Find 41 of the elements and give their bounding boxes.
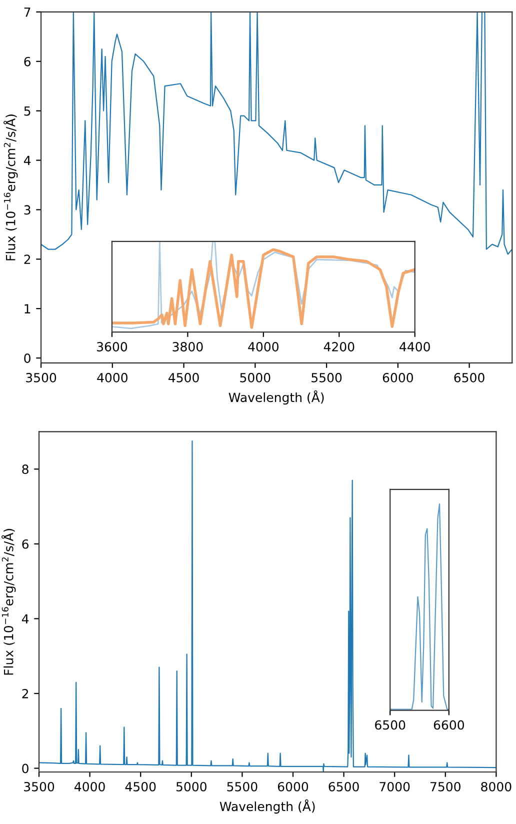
x-tick-label: 4000 (248, 342, 278, 352)
x-tick-label: 3500 (24, 782, 54, 792)
y-tick-label: 2 (22, 688, 28, 698)
x-tick-label: 3500 (26, 372, 56, 382)
x-tick-label: 6500 (454, 372, 484, 382)
x-tick-label: 4500 (168, 372, 199, 382)
x-tick-label: 8000 (481, 782, 512, 792)
x-tick-label: 6600 (434, 720, 464, 730)
x-tick-label: 3800 (172, 342, 203, 352)
x-axis-title: Wavelength (Å) (220, 799, 315, 814)
y-tick-label: 5 (24, 106, 30, 116)
x-tick-label: 4500 (125, 782, 156, 792)
x-tick-label: 6500 (328, 782, 359, 792)
y-tick-label: 3 (24, 205, 30, 215)
x-tick-label: 6000 (278, 782, 308, 792)
y-tick-label: 8 (22, 464, 28, 474)
x-tick-label: 6000 (382, 372, 413, 382)
y-tick-label: 6 (24, 56, 31, 66)
x-tick-label: 4000 (97, 372, 128, 382)
x-tick-label: 5000 (176, 782, 206, 792)
y-tick-label: 6 (22, 539, 28, 549)
x-tick-label: 7000 (380, 782, 410, 792)
x-tick-label: 5500 (312, 372, 342, 382)
x-tick-label: 3600 (97, 342, 128, 352)
x-tick-label: 7500 (430, 782, 460, 792)
x-tick-label: 5500 (227, 782, 258, 792)
x-tick-label: 4400 (400, 342, 430, 352)
x-tick-label: 4200 (324, 342, 354, 352)
x-tick-label: 5000 (240, 372, 270, 382)
y-tick-label: 0 (24, 354, 30, 363)
y-tick-label: 1 (24, 304, 30, 314)
y-tick-label: 0 (22, 764, 28, 774)
y-axis-title: Flux (10$^{−16}$erg/cm$^{2}$/s/Å) (2, 528, 16, 675)
y-tick-label: 2 (24, 254, 30, 264)
x-tick-label: 6500 (375, 720, 406, 730)
y-tick-label: 4 (24, 156, 31, 166)
y-tick-label: 4 (22, 614, 29, 624)
x-axis-title: Wavelength (Å) (228, 390, 324, 405)
y-tick-label: 7 (24, 8, 30, 17)
y-axis-title: Flux (10$^{−16}$erg/cm$^{2}$/s/Å) (4, 114, 18, 260)
x-tick-label: 4000 (74, 782, 105, 792)
